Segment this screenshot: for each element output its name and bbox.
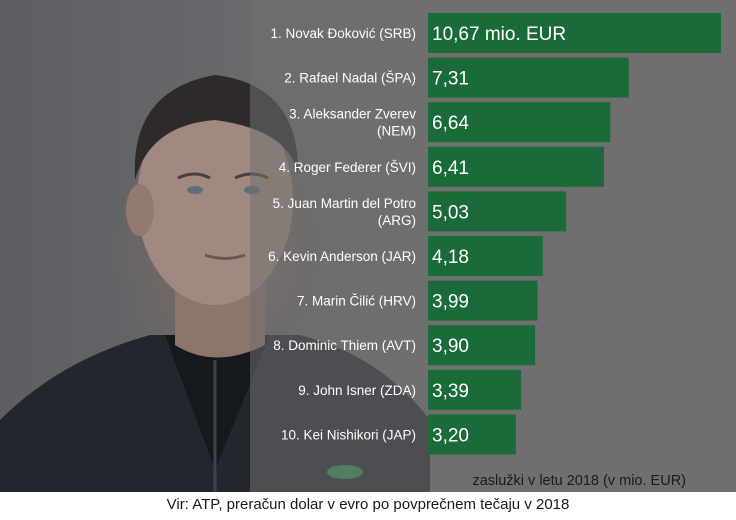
value-label-1: 10,67 mio. EUR: [432, 24, 566, 45]
bar-1: [428, 13, 721, 53]
bar-2: [428, 57, 629, 98]
source-note: Vir: ATP, preračun dolar v evro po povpr…: [0, 492, 736, 520]
bar-6: [428, 236, 543, 276]
category-label-4: 4. Roger Federer (ŠVI): [279, 160, 416, 175]
bar-3: [428, 102, 611, 143]
value-label-10: 3,20: [432, 425, 469, 446]
value-label-5: 5,03: [432, 202, 469, 223]
value-label-2: 7,31: [432, 69, 469, 90]
value-label-9: 3,39: [432, 381, 469, 402]
bar-9: [428, 369, 522, 410]
category-label-1: 1. Novak Đoković (SRB): [270, 26, 416, 41]
value-label-4: 6,41: [432, 158, 469, 179]
bar-5: [428, 191, 567, 232]
bar-4: [428, 146, 605, 187]
bars-layer: 10,67 mio. EUR 1. Novak Đoković (SRB) 7,31…: [268, 13, 721, 455]
bar-8: [428, 325, 536, 366]
category-label-10: 10. Kei Nishikori (JAP): [281, 427, 416, 442]
bar-10: [428, 414, 516, 455]
category-label-3: 3. Aleksander Zverev (NEM): [289, 107, 416, 139]
category-label-6: 6. Kevin Anderson (JAR): [268, 249, 416, 264]
value-label-6: 4,18: [432, 247, 469, 268]
category-label-7: 7. Marin Čilić (HRV): [297, 294, 416, 309]
value-label-7: 3,99: [432, 292, 469, 313]
value-label-8: 3,90: [432, 336, 469, 357]
category-label-5: 5. Juan Martin del Potro (ARG): [273, 196, 416, 228]
category-label-2: 2. Rafael Nadal (ŠPA): [284, 71, 416, 86]
category-label-8: 8. Dominic Thiem (AVT): [273, 338, 416, 353]
x-axis-label: zaslužki v letu 2018 (v mio. EUR): [472, 473, 686, 489]
earnings-bar-chart: 10,67 mio. EUR 1. Novak Đoković (SRB) 7,31…: [268, 13, 721, 489]
category-label-9: 9. John Isner (ZDA): [298, 383, 416, 398]
value-label-3: 6,64: [432, 113, 469, 134]
bar-7: [428, 280, 538, 321]
